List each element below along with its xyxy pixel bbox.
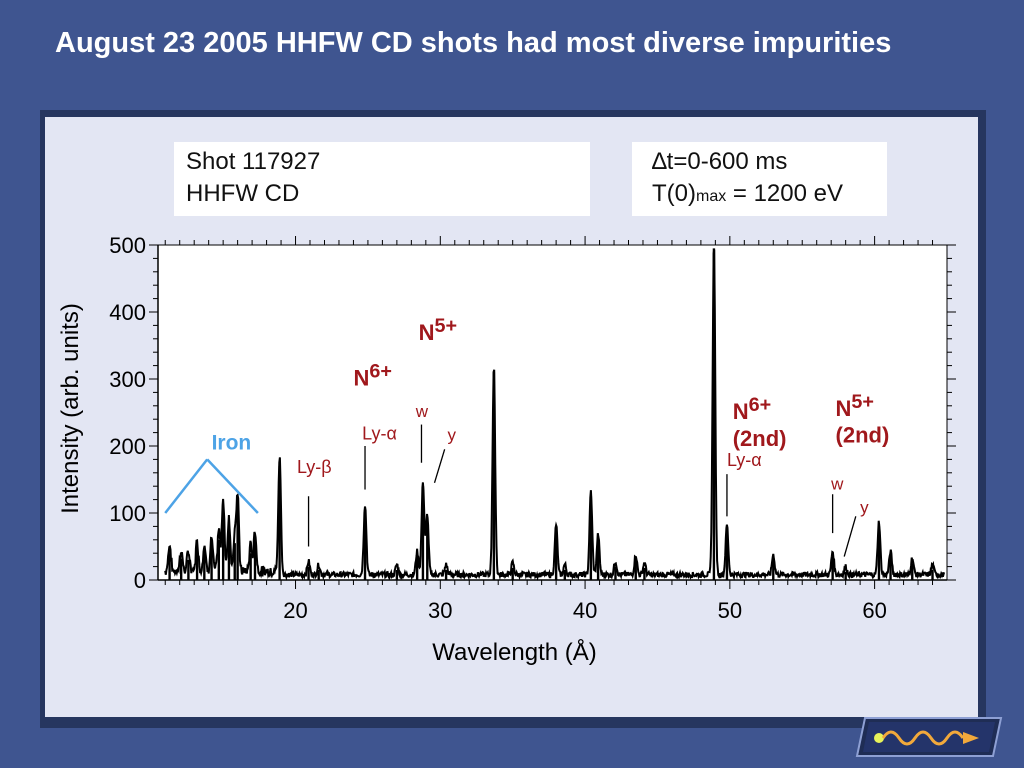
n6-plus-2nd: N6+	[733, 394, 771, 424]
y-tick-label-1: 100	[109, 501, 146, 526]
logo-wave	[881, 730, 965, 746]
spectrum-line	[164, 249, 946, 582]
plot-area	[158, 245, 947, 580]
n5-plus: N5+	[419, 315, 457, 345]
temperature-subscript: max	[696, 188, 727, 205]
ly-alpha-2nd: Ly-α	[727, 450, 762, 470]
shot-type: HHFW CD	[186, 180, 300, 207]
wave-arrow-icon	[855, 717, 1003, 757]
iron-bracket-right	[206, 458, 259, 514]
n6-plus: N6+	[353, 361, 391, 391]
time-window: ∆t=0-600 ms	[652, 148, 788, 175]
y-tick-label-3: 300	[109, 367, 146, 392]
w-label: w	[415, 402, 429, 421]
temperature-value: = 1200 eV	[726, 180, 843, 207]
x-axis-label: Wavelength (Å)	[432, 638, 597, 666]
n6-2nd-label: (2nd)	[733, 426, 787, 451]
temperature-prefix: T(0)	[652, 180, 696, 207]
y-axis-label: Intensity (arb. units)	[57, 303, 84, 514]
y-tick-label-0: 0	[134, 568, 146, 593]
x-tick-label-1: 30	[428, 598, 452, 623]
x-tick-label-0: 20	[283, 598, 307, 623]
n5-plus-2nd: N5+	[836, 391, 874, 421]
temperature: T(0)max = 1200 eV	[652, 178, 887, 213]
shot-number: Shot 117927	[186, 148, 321, 175]
y-label: y	[448, 426, 457, 445]
y-marker-2nd	[843, 516, 857, 557]
ly-beta: Ly-β	[297, 457, 332, 477]
iron: Iron	[212, 431, 252, 454]
y-tick-label-2: 200	[109, 434, 146, 459]
x-tick-label-2: 40	[573, 598, 597, 623]
x-tick-label-4: 60	[862, 598, 886, 623]
shot-info-box: Shot 117927 HHFW CD	[174, 142, 590, 216]
logo-arrow	[963, 732, 979, 744]
y-label-2nd: y	[860, 498, 869, 517]
logo-dot	[874, 733, 884, 743]
y-tick-label-4: 400	[109, 300, 146, 325]
slide-title: August 23 2005 HHFW CD shots had most di…	[55, 27, 892, 59]
timing-info-box: ∆t=0-600 ms T(0)max = 1200 eV	[632, 142, 887, 216]
x-tick-label-3: 50	[718, 598, 742, 623]
iron-bracket-left	[164, 458, 209, 514]
y-tick-label-5: 500	[109, 233, 146, 258]
y-marker	[433, 449, 446, 484]
w-label-2nd: w	[830, 475, 844, 494]
ly-alpha: Ly-α	[362, 423, 397, 443]
n5-2nd-label: (2nd)	[836, 423, 890, 448]
